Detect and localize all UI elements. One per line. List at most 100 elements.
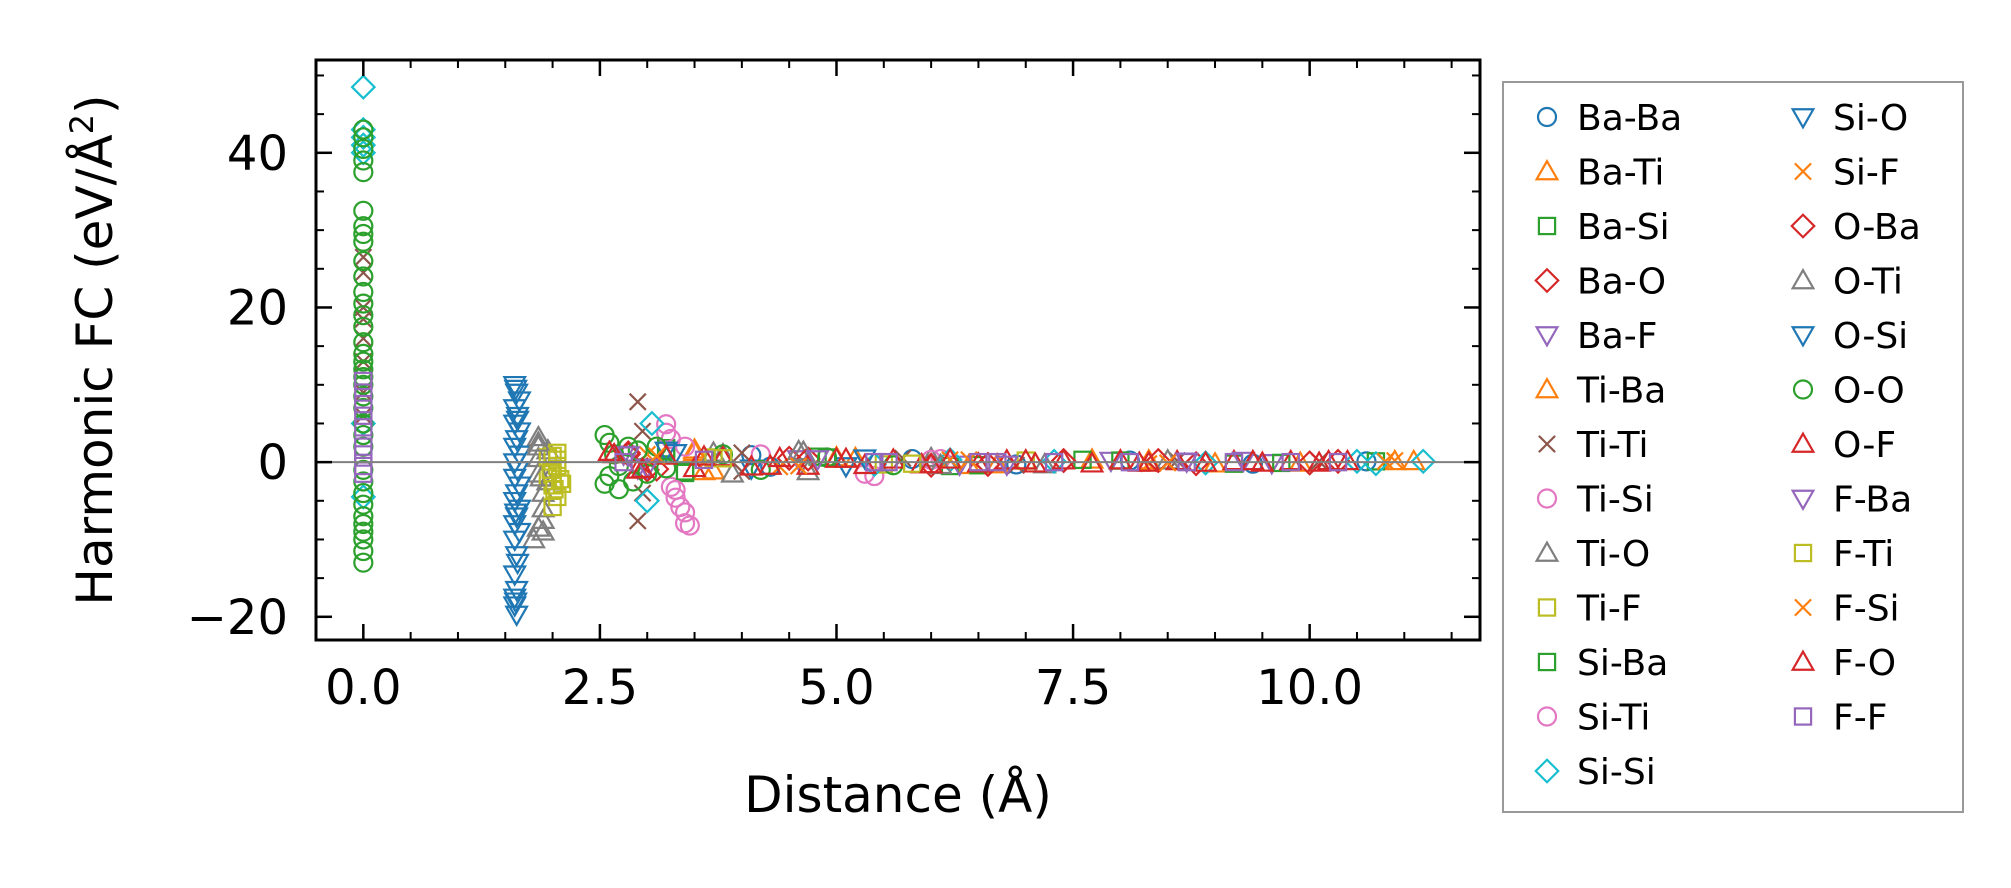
point-ti-ti-5 — [354, 352, 373, 371]
point-ti-ba-3 — [985, 451, 1010, 474]
point-o-f-16 — [1051, 448, 1076, 470]
point-si-o-16 — [507, 499, 532, 522]
legend-marker-ba-ti — [1534, 158, 1560, 181]
point-si-si-15 — [1410, 448, 1437, 475]
point-f-si-1 — [789, 457, 808, 475]
legend-entry-ti-o: Ti-O — [1534, 534, 1650, 575]
legend-entry-si-ti: Si-Ti — [1536, 698, 1650, 739]
y-axis-label-superscript: 2 — [63, 114, 101, 134]
point-ba-o-4 — [1050, 447, 1077, 474]
legend-entry-si-ba: Si-Ba — [1537, 643, 1668, 684]
legend-marker-si-ba — [1537, 652, 1557, 672]
axis-ticks: 0.0 2.5 5.0 7.5 10.0 −20 0 20 40 — [187, 60, 1480, 716]
point-ti-si-7 — [864, 465, 885, 487]
legend-label: Ba-O — [1577, 262, 1666, 303]
legend-marker-o-o — [1792, 379, 1814, 400]
point-f-ti-3 — [550, 469, 570, 489]
legend-marker-si-si — [1534, 758, 1560, 784]
point-si-f-2 — [941, 450, 959, 469]
series-ti-si — [656, 414, 951, 536]
legend-label: O-Ti — [1833, 262, 1903, 303]
point-f-ti-2 — [548, 450, 567, 470]
legend-label: F-O — [1833, 643, 1896, 684]
point-ba-ba-3 — [1006, 454, 1027, 475]
x-tick-label: 0.0 — [325, 660, 401, 716]
point-o-si-2 — [503, 503, 528, 525]
point-ti-ti-3 — [354, 310, 373, 328]
x-axis-label: Distance (Å) — [744, 766, 1052, 824]
legend-marker-ba-o — [1534, 267, 1560, 294]
point-o-f-0 — [597, 439, 622, 461]
series-o-ti — [526, 430, 953, 541]
point-si-o-26 — [504, 605, 529, 628]
point-o-o-50 — [750, 459, 771, 480]
y-tick-label: −20 — [187, 590, 288, 646]
point-si-si-0 — [350, 74, 377, 100]
legend-entry-ti-ba: Ti-Ba — [1534, 371, 1666, 412]
point-o-f-10 — [881, 447, 906, 469]
legend-entry-si-f: Si-F — [1794, 153, 1900, 194]
legend-entry-o-ba: O-Ba — [1790, 207, 1921, 248]
plot-markers — [350, 74, 1437, 628]
point-f-ba-3 — [994, 455, 1020, 478]
point-f-o-1 — [630, 456, 655, 478]
point-o-f-18 — [1108, 448, 1133, 470]
point-o-ti-2 — [530, 519, 556, 541]
point-o-f-24 — [1278, 448, 1303, 471]
point-ti-ba-6 — [1401, 448, 1427, 471]
plot-frame — [314, 58, 1482, 642]
point-o-o-3 — [353, 150, 374, 171]
point-ti-f-2 — [543, 446, 562, 466]
point-o-si-1 — [505, 410, 530, 433]
point-f-ti-1 — [545, 480, 564, 499]
legend-entry-o-f: O-F — [1790, 425, 1896, 466]
legend-label: Si-Si — [1577, 752, 1656, 793]
legend-label: Ba-Ti — [1577, 153, 1664, 194]
point-ba-ti-4 — [1079, 447, 1105, 469]
point-si-o-23 — [504, 580, 529, 603]
point-o-o-17 — [353, 351, 374, 372]
legend-label: O-O — [1833, 371, 1905, 412]
point-o-o-34 — [353, 540, 374, 562]
point-o-o-2 — [353, 138, 374, 160]
point-si-ti-3 — [674, 502, 696, 523]
point-si-o-29 — [852, 449, 878, 471]
point-o-f-2 — [653, 443, 679, 465]
point-o-o-7 — [353, 223, 374, 245]
point-ti-ti-10 — [633, 422, 652, 441]
legend-label: Ba-Ba — [1577, 98, 1682, 139]
legend-label: Si-F — [1833, 153, 1900, 194]
point-ba-o-5 — [1183, 450, 1209, 477]
legend-marker-o-si — [1790, 326, 1816, 348]
legend-marker-o-ba — [1790, 213, 1816, 239]
legend-marker-si-ti — [1536, 706, 1558, 727]
legend-label: Si-O — [1833, 98, 1908, 139]
legend-label: Si-Ti — [1577, 698, 1650, 739]
point-f-o-2 — [691, 444, 717, 466]
point-o-o-0 — [353, 119, 374, 140]
series-o-si — [503, 379, 859, 614]
legend-marker-si-f — [1794, 162, 1812, 181]
point-o-f-14 — [994, 448, 1020, 470]
legend-entry-ti-f: Ti-F — [1537, 589, 1642, 630]
legend-label: O-Si — [1833, 316, 1908, 357]
legend-marker-f-ba — [1790, 489, 1816, 512]
point-si-o-10 — [502, 453, 527, 475]
point-si-ti-1 — [665, 479, 686, 501]
legend-label: O-F — [1833, 425, 1896, 466]
point-f-ti-5 — [902, 454, 922, 473]
point-si-ti-2 — [674, 436, 696, 457]
y-axis-label-main: Harmonic FC (eV/Å — [66, 134, 124, 605]
legend-entry-ti-ti: Ti-Ti — [1538, 425, 1648, 466]
x-tick-label: 2.5 — [562, 660, 638, 716]
point-o-o-4 — [353, 162, 374, 183]
point-ba-ba-0 — [741, 445, 762, 466]
point-o-o-31 — [353, 513, 374, 535]
point-o-o-33 — [353, 529, 374, 550]
point-o-ba-2 — [795, 446, 821, 472]
legend-marker-f-si — [1794, 598, 1812, 617]
legend-marker-o-ti — [1790, 267, 1816, 290]
legend-label: F-F — [1833, 698, 1887, 739]
series-ti-ti — [354, 248, 1328, 530]
point-f-f-3 — [354, 406, 373, 425]
